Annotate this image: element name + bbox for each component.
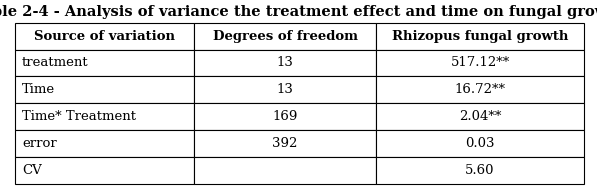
- Bar: [376, 49, 584, 77]
- Bar: [15, 77, 194, 103]
- Bar: [376, 77, 584, 103]
- Text: CV: CV: [22, 164, 42, 177]
- Bar: [194, 157, 376, 184]
- Text: 0.03: 0.03: [465, 137, 495, 150]
- Bar: [376, 157, 584, 184]
- Bar: [15, 103, 194, 130]
- Bar: [194, 23, 376, 49]
- Bar: [194, 49, 376, 77]
- Text: 392: 392: [272, 137, 298, 150]
- Text: 169: 169: [272, 110, 298, 123]
- Bar: [376, 130, 584, 157]
- Text: error: error: [22, 137, 57, 150]
- Text: Rhizopus fungal growth: Rhizopus fungal growth: [392, 30, 568, 42]
- Text: Source of variation: Source of variation: [34, 30, 175, 42]
- Text: Time* Treatment: Time* Treatment: [22, 110, 136, 123]
- Text: Degrees of freedom: Degrees of freedom: [213, 30, 358, 42]
- Bar: [376, 103, 584, 130]
- Text: Table 2-4 - Analysis of variance the treatment effect and time on fungal growth: Table 2-4 - Analysis of variance the tre…: [0, 5, 597, 19]
- Text: 5.60: 5.60: [465, 164, 495, 177]
- Bar: [194, 77, 376, 103]
- Text: 2.04**: 2.04**: [459, 110, 501, 123]
- Text: 13: 13: [277, 56, 294, 70]
- Text: 517.12**: 517.12**: [450, 56, 510, 70]
- Text: 16.72**: 16.72**: [454, 83, 506, 96]
- Bar: [376, 23, 584, 49]
- Bar: [194, 103, 376, 130]
- Text: treatment: treatment: [22, 56, 89, 70]
- Bar: [15, 23, 194, 49]
- Bar: [15, 49, 194, 77]
- Bar: [15, 157, 194, 184]
- Text: 13: 13: [277, 83, 294, 96]
- Bar: [15, 130, 194, 157]
- Bar: [194, 130, 376, 157]
- Text: Time: Time: [22, 83, 55, 96]
